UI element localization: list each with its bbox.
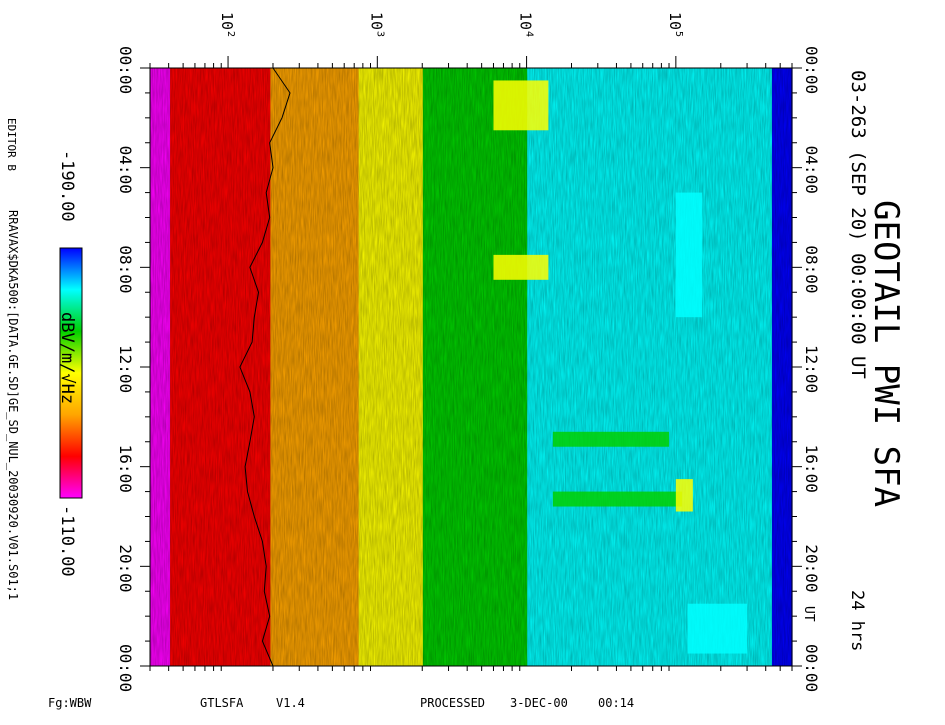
time-tick-label-left: 16:00: [116, 445, 135, 493]
footer-date-label: 3-DEC-00: [510, 696, 568, 710]
time-tick-label-right: 04:00: [802, 146, 821, 194]
time-tick-label-right: 20:00: [802, 544, 821, 592]
freq-tick-exponent: 2: [225, 31, 236, 37]
time-tick-label-right: 00:00: [802, 46, 821, 94]
freq-tick-base: 10: [367, 12, 385, 30]
freq-tick-label: 102: [218, 12, 236, 37]
freq-tick-exponent: 5: [673, 31, 684, 37]
spectral-event: [493, 80, 549, 131]
freq-tick-exponent: 3: [374, 31, 385, 37]
footer-program-label: GTLSFA: [200, 696, 244, 710]
time-tick-label-left: 20:00: [116, 544, 135, 592]
ut-label: UT: [801, 606, 816, 622]
spectral-event: [552, 491, 683, 507]
time-axis-ticks: [140, 67, 802, 667]
spectrogram-texture: [150, 68, 792, 666]
time-tick-label-right: 00:00: [802, 644, 821, 692]
chart-subtitle: 03-263 (SEP 20) 00:00:00 UT: [847, 70, 869, 379]
time-tick-label-right: 16:00: [802, 445, 821, 493]
freq-tick-label: 104: [517, 12, 535, 37]
chart-title: GEOTAIL PWI SFA: [866, 200, 906, 507]
colorbar-min-label: -190.00: [57, 150, 77, 222]
freq-tick-exponent: 4: [524, 31, 535, 37]
spectral-event: [675, 479, 693, 512]
freq-tick-base: 10: [218, 12, 236, 30]
footer-processed-label: PROCESSED: [420, 696, 485, 710]
freq-tick-label: 105: [666, 12, 684, 37]
freq-tick-base: 10: [517, 12, 535, 30]
time-tick-label-left: 12:00: [116, 345, 135, 393]
time-axis-labels: 00:00 04:00 08:00 12:00 16:00 20:00 00:00: [116, 46, 135, 692]
time-tick-label-left: 08:00: [116, 245, 135, 293]
colorbar-max-label: -110.00: [57, 505, 77, 577]
time-tick-label-left: 00:00: [116, 46, 135, 94]
source-path-label: RRAVAX$DKA500:[DATA.GE.SD]GE_SD_NUL_2003…: [6, 210, 20, 600]
freq-tick-base: 10: [666, 12, 684, 30]
footer-time-label: 00:14: [598, 696, 634, 710]
spectral-event: [687, 603, 748, 654]
editor-label: EDITOR B: [5, 118, 18, 171]
footer-version-label: V1.4: [276, 696, 305, 710]
time-tick-label-right: 12:00: [802, 345, 821, 393]
time-axis-labels-right: 00:00 04:00 08:00 12:00 16:00 20:00 00:00: [802, 46, 821, 692]
footer-fg-label: Fg:WBW: [48, 696, 92, 710]
time-tick-label-left: 00:00: [116, 644, 135, 692]
spectral-event: [675, 192, 703, 318]
freq-tick-label: 103: [367, 12, 385, 37]
time-tick-label-right: 08:00: [802, 245, 821, 293]
spectral-event: [552, 431, 670, 447]
colorbar: [59, 247, 83, 499]
spectral-event: [493, 254, 549, 280]
duration-label: 24 hrs: [847, 590, 867, 651]
colorbar-unit-label: dBV/m/√Hz: [57, 312, 77, 404]
trace-line: [239, 67, 291, 667]
spectral-events: [493, 80, 748, 654]
time-tick-label-left: 04:00: [116, 146, 135, 194]
